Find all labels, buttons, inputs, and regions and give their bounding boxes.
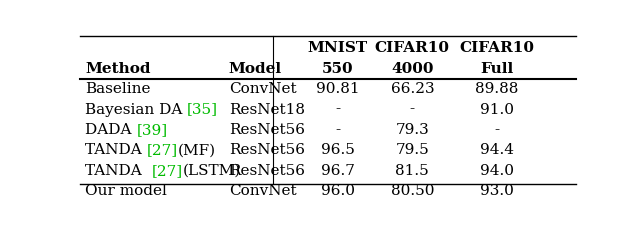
Text: 91.0: 91.0: [479, 103, 514, 117]
Text: [27]: [27]: [147, 143, 178, 157]
Text: Full: Full: [480, 62, 513, 76]
Text: -: -: [335, 103, 340, 117]
Text: 79.5: 79.5: [396, 143, 429, 157]
Text: Model: Model: [229, 62, 282, 76]
Text: DADA: DADA: [85, 123, 136, 137]
Text: (MF): (MF): [178, 143, 216, 157]
Text: 81.5: 81.5: [396, 164, 429, 178]
Text: 96.7: 96.7: [321, 164, 355, 178]
Text: Our model: Our model: [85, 184, 167, 198]
Text: -: -: [410, 103, 415, 117]
Text: 550: 550: [322, 62, 354, 76]
Text: ResNet56: ResNet56: [229, 164, 305, 178]
Text: MNIST: MNIST: [308, 41, 368, 55]
Text: ResNet56: ResNet56: [229, 143, 305, 157]
Text: TANDA: TANDA: [85, 164, 152, 178]
Text: [27]: [27]: [152, 164, 182, 178]
Text: (LSTM): (LSTM): [182, 164, 241, 178]
Text: Method: Method: [85, 62, 150, 76]
Text: Bayesian DA: Bayesian DA: [85, 103, 188, 117]
Text: 80.50: 80.50: [390, 184, 434, 198]
Text: TANDA: TANDA: [85, 143, 147, 157]
Text: 4000: 4000: [391, 62, 433, 76]
Text: 66.23: 66.23: [390, 82, 434, 96]
Text: 89.88: 89.88: [475, 82, 518, 96]
Text: CIFAR10: CIFAR10: [459, 41, 534, 55]
Text: 96.0: 96.0: [321, 184, 355, 198]
Text: -: -: [494, 123, 499, 137]
Text: -: -: [335, 123, 340, 137]
Text: CIFAR10: CIFAR10: [375, 41, 450, 55]
Text: [35]: [35]: [188, 103, 218, 117]
Text: 79.3: 79.3: [396, 123, 429, 137]
Text: 94.0: 94.0: [479, 164, 514, 178]
Text: ConvNet: ConvNet: [229, 184, 296, 198]
Text: ResNet56: ResNet56: [229, 123, 305, 137]
Text: 90.81: 90.81: [316, 82, 360, 96]
Text: ConvNet: ConvNet: [229, 82, 296, 96]
Text: 93.0: 93.0: [480, 184, 513, 198]
Text: ResNet18: ResNet18: [229, 103, 305, 117]
Text: 96.5: 96.5: [321, 143, 355, 157]
Text: [39]: [39]: [136, 123, 168, 137]
Text: 94.4: 94.4: [479, 143, 514, 157]
Text: Baseline: Baseline: [85, 82, 150, 96]
